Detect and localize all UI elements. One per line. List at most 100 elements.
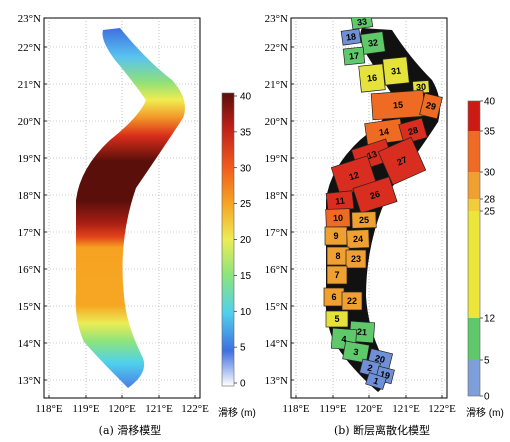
- panel-caption: (a) 滑移模型: [99, 423, 162, 437]
- colorbar: [467, 100, 481, 397]
- fault-segment: 8: [326, 246, 350, 266]
- colorbar-tick-label: 5: [240, 343, 246, 354]
- colorbar-tick-label: 12: [484, 314, 496, 325]
- segment-label: 30: [416, 82, 427, 93]
- y-tick-label: 22°N: [265, 42, 288, 54]
- colorbar-tick-label: 25: [240, 199, 252, 210]
- fault-segment: 29: [419, 92, 443, 120]
- segment-label: 3: [353, 347, 360, 358]
- segment-label: 21: [357, 327, 368, 338]
- segment-label: 22: [347, 296, 357, 306]
- colorbar-tick-label: 30: [484, 168, 496, 179]
- y-tick-label: 17°N: [18, 227, 41, 239]
- segment-label: 25: [359, 215, 369, 225]
- fault-segment: 27: [377, 136, 427, 186]
- fault-segment: 1: [365, 372, 387, 390]
- segment-patch: [377, 136, 427, 186]
- x-tick-label: 120°E: [108, 403, 136, 415]
- y-tick-label: 20°N: [18, 116, 41, 128]
- colorbar-tick-label: 40: [240, 92, 252, 103]
- colorbar-tick-label: 30: [240, 163, 252, 174]
- colorbar-band: [468, 360, 480, 396]
- colorbar-tick-label: 0: [484, 392, 490, 403]
- colorbar-frame: [467, 100, 481, 397]
- colorbar-band: [468, 199, 480, 211]
- segment-patch: [325, 310, 349, 328]
- fault-segment: 16: [358, 63, 386, 93]
- segment-label: 7: [334, 270, 339, 280]
- fault-segment: 6: [323, 287, 345, 307]
- y-tick-label: 17°N: [265, 227, 288, 239]
- y-tick-label: 14°N: [265, 338, 288, 350]
- colorbar-band: [468, 172, 480, 199]
- fault-segment: 31: [382, 56, 410, 86]
- colorbar-tick-label: 35: [240, 127, 252, 138]
- segment-label: 31: [390, 66, 401, 77]
- y-tick-label: 18°N: [18, 190, 41, 202]
- segment-label: 6: [331, 292, 336, 302]
- fault-segment: 26: [352, 176, 398, 214]
- colorbar-band: [468, 101, 480, 131]
- segment-patch: [382, 56, 410, 86]
- segment-patch: [419, 92, 443, 120]
- segment-patch: [351, 211, 377, 229]
- segment-label: 16: [366, 73, 377, 84]
- segment-label: 18: [345, 31, 356, 42]
- x-tick-label: 118°E: [35, 403, 62, 415]
- segment-patch: [345, 249, 367, 269]
- x-tick-label: 119°E: [72, 403, 99, 415]
- colorbar: [221, 92, 235, 387]
- colorbar-tick-label: 5: [484, 356, 490, 367]
- segment-patch: [342, 46, 366, 66]
- segment-label: 24: [353, 234, 363, 244]
- fault-segment: 15: [370, 89, 426, 121]
- segment-label: 28: [407, 125, 419, 137]
- panel-caption: (b) 断层离散化模型: [334, 423, 430, 437]
- y-tick-label: 16°N: [265, 264, 288, 276]
- x-tick-label: 121°E: [145, 403, 173, 415]
- colorbar-tick-label: 40: [484, 97, 496, 108]
- colorbar-tick-label: 15: [240, 271, 252, 282]
- slip-distribution: [75, 28, 185, 388]
- fault-segment: 17: [342, 46, 366, 66]
- segment-patch: [341, 291, 363, 311]
- segment-label: 11: [335, 196, 346, 207]
- x-axis: 118°E 119°E 120°E 121°E 122°E: [35, 395, 209, 415]
- x-tick-label: 121°E: [392, 403, 420, 415]
- segment-label: 15: [393, 100, 404, 111]
- colorbar-band: [468, 318, 480, 360]
- segment-label: 1: [372, 375, 380, 386]
- y-axis: 23°N 22°N 21°N 20°N 19°N 18°N 17°N 16°N 15°N 14°N…: [18, 13, 47, 387]
- y-tick-label: 16°N: [18, 264, 41, 276]
- segment-label: 27: [395, 154, 408, 167]
- fault-segment: 32: [360, 31, 386, 55]
- segment-patch: [326, 265, 348, 285]
- colorbar-band: [468, 211, 480, 318]
- colorbar-tick-label: 20: [240, 235, 252, 246]
- fault-segment: 9: [324, 226, 348, 246]
- y-tick-label: 23°N: [265, 13, 288, 25]
- y-tick-label: 19°N: [18, 153, 41, 165]
- segment-label: 33: [356, 16, 367, 27]
- fault-segment: 25: [351, 211, 377, 229]
- segment-patch: [342, 340, 370, 364]
- segment-label: 10: [333, 213, 343, 223]
- x-tick-label: 122°E: [181, 403, 209, 415]
- y-tick-label: 21°N: [18, 79, 41, 91]
- colorbar-tick-label: 10: [240, 307, 252, 318]
- segment-label: 2: [366, 363, 373, 374]
- fault-segment: 11: [325, 190, 355, 212]
- colorbar-tick-label: 0: [240, 379, 246, 390]
- colorbar-tick-label: 28: [484, 195, 496, 206]
- fault-segment: 28: [398, 117, 428, 145]
- y-tick-label: 20°N: [265, 116, 288, 128]
- segment-patch: [398, 117, 428, 145]
- segment-patch: [352, 176, 398, 214]
- segment-label: 26: [369, 189, 382, 202]
- colorbar-tick-label: 25: [484, 207, 496, 218]
- fault-segment: 18: [340, 28, 362, 46]
- x-tick-label: 118°E: [282, 403, 309, 415]
